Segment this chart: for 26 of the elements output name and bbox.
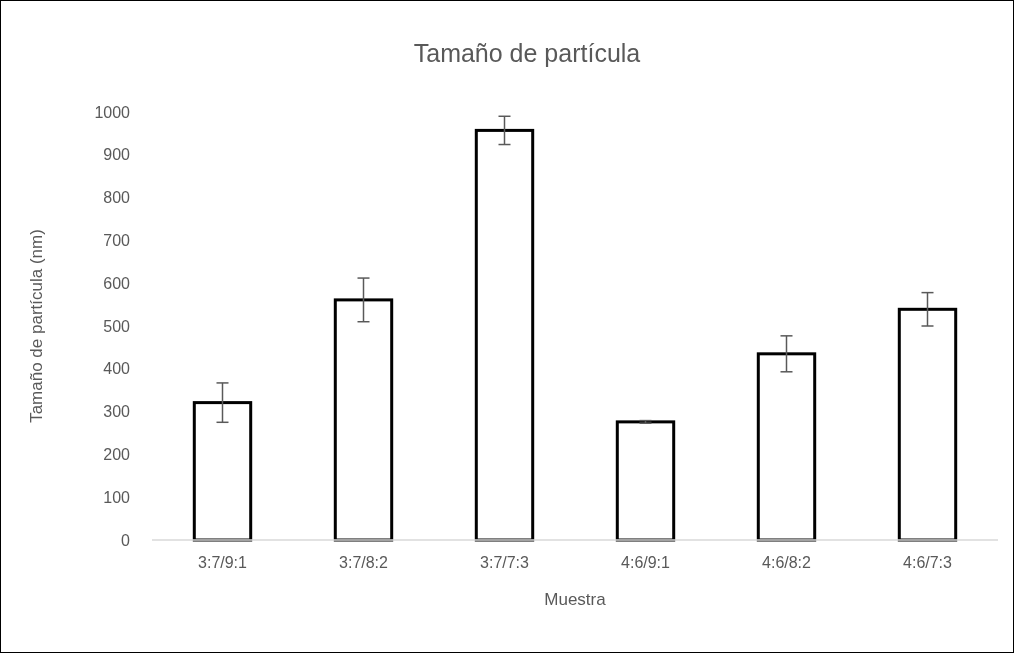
x-tick-label: 3:7/9:1: [198, 554, 248, 571]
y-tick-label: 500: [103, 317, 131, 335]
bar: [333, 298, 394, 542]
y-tick-label: 400: [103, 360, 131, 378]
x-tick-label: 3:7/7:3: [480, 554, 530, 571]
y-axis-title: Tamaño de partícula (nm): [27, 229, 46, 423]
bar: [192, 401, 253, 542]
x-tick-label: 4:6/9:1: [621, 554, 671, 571]
y-tick-label: 800: [103, 189, 131, 207]
y-tick-label: 0: [121, 531, 131, 549]
y-tick-label: 1000: [94, 103, 131, 121]
x-tick-label: 4:6/7:3: [903, 554, 953, 571]
chart-title: Tamaño de partícula: [413, 39, 641, 67]
x-axis-title: Muestra: [544, 590, 607, 609]
y-tick-label: 200: [103, 446, 131, 463]
bar: [756, 352, 817, 542]
y-tick-label: 700: [103, 232, 131, 249]
y-tick-label: 600: [103, 274, 131, 292]
y-tick-label: 900: [103, 146, 131, 164]
y-tick-label: 300: [103, 403, 131, 421]
bar: [615, 420, 676, 542]
bar: [897, 307, 958, 542]
bar: [474, 128, 535, 542]
y-tick-label: 100: [103, 488, 131, 506]
x-tick-label: 3:7/8:2: [339, 554, 389, 571]
x-tick-label: 4:6/8:2: [762, 554, 812, 571]
